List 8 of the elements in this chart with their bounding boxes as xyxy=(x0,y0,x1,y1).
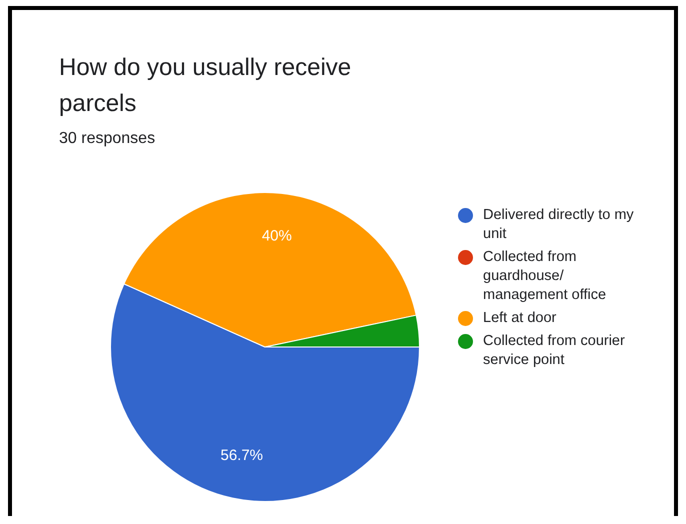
chart-title: How do you usually receive parcels xyxy=(59,53,352,119)
data-label: 56.7% xyxy=(220,446,264,464)
chart-subtitle: 30 responses xyxy=(59,130,156,148)
legend-label: Collected from guardhouse/ management office xyxy=(483,248,608,305)
legend-label: Delivered directly to my unit xyxy=(483,206,635,244)
legend-label: Collected from courier service point xyxy=(483,332,626,370)
data-label: 40% xyxy=(262,228,292,245)
legend-label: Left at door xyxy=(483,309,556,328)
